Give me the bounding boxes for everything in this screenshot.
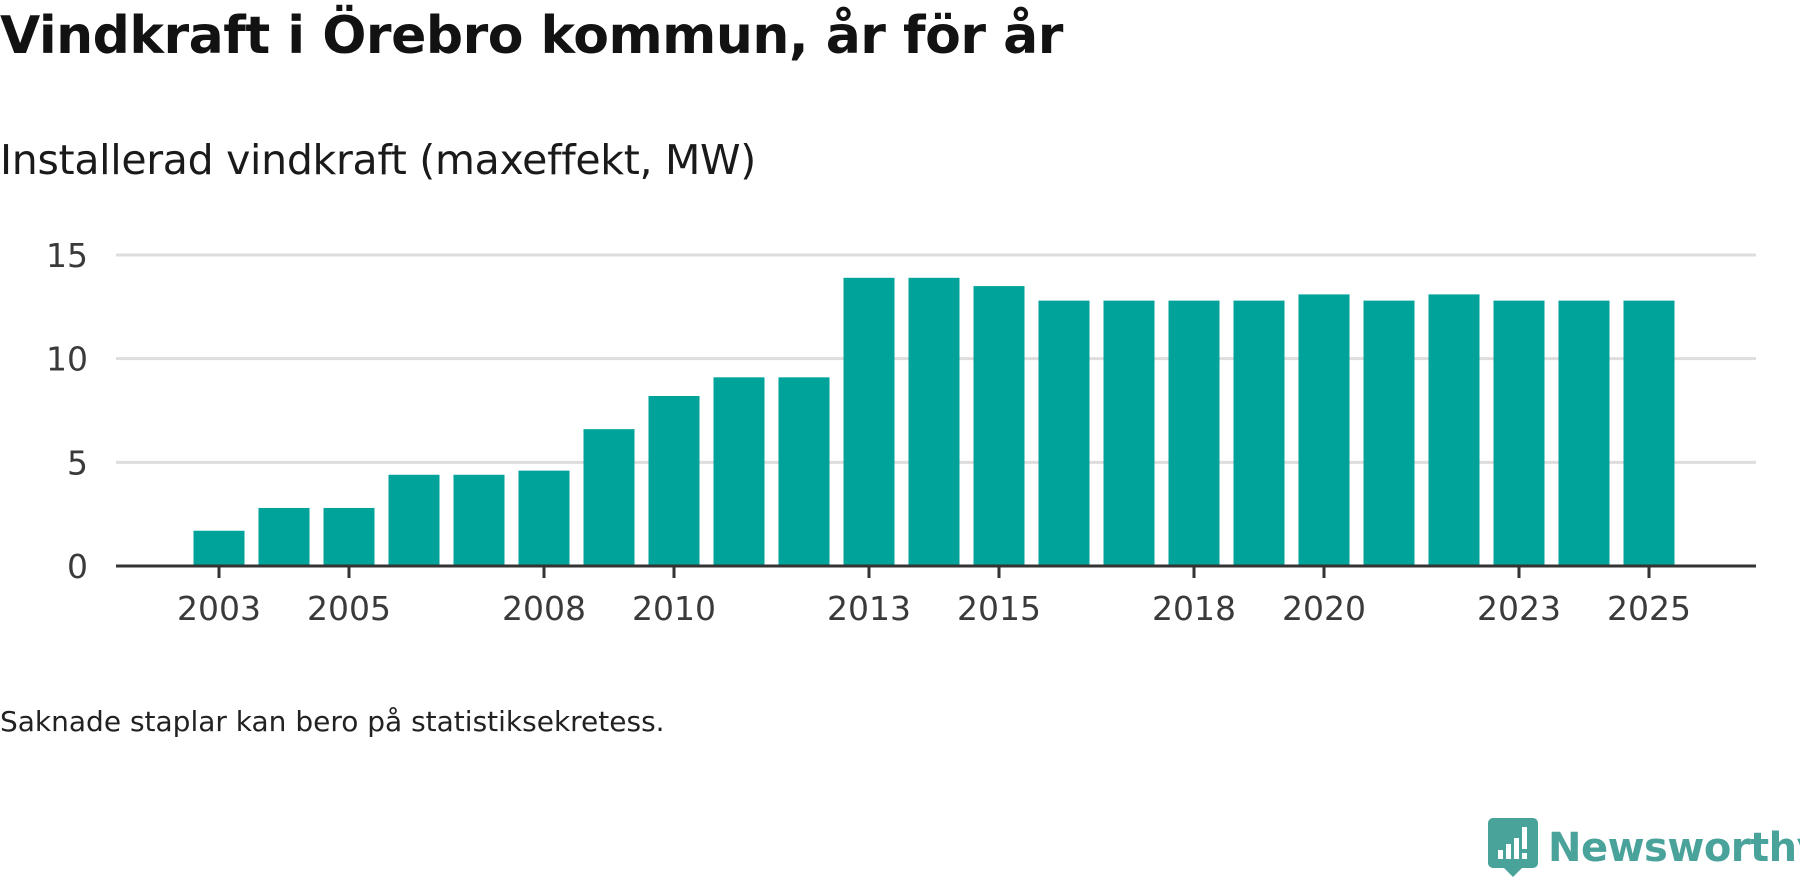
y-tick-label: 0 (67, 547, 88, 586)
x-tick-label: 2020 (1282, 589, 1366, 628)
bar-2010 (648, 395, 700, 566)
y-tick-label: 15 (46, 236, 88, 275)
chart-title: Vindkraft i Örebro kommun, år för år (0, 6, 1063, 66)
x-tick-label: 2023 (1477, 589, 1561, 628)
x-tick-label: 2015 (957, 589, 1041, 628)
y-tick-label: 5 (67, 443, 88, 482)
x-tick-label: 2013 (827, 589, 911, 628)
bar-2004 (258, 507, 310, 566)
bar-2016 (1038, 300, 1090, 566)
bar-2019 (1233, 300, 1285, 566)
newsworthy-logo-icon (1488, 818, 1538, 877)
brand-logo: Newsworthy (1488, 818, 1800, 878)
bar-2013 (843, 277, 895, 566)
bar-2008 (518, 470, 570, 566)
bar-2012 (778, 377, 830, 566)
bars (193, 277, 1675, 566)
bar-2025 (1623, 300, 1675, 566)
bar-2014 (908, 277, 960, 566)
bar-2009 (583, 429, 635, 566)
bar-2023 (1493, 300, 1545, 566)
bar-2024 (1558, 300, 1610, 566)
bar-2003 (193, 530, 245, 566)
bar-2021 (1363, 300, 1415, 566)
x-tick-label: 2008 (502, 589, 586, 628)
bar-2007 (453, 474, 505, 566)
x-tick-label: 2025 (1607, 589, 1691, 628)
bar-2020 (1298, 294, 1350, 566)
footnote: Saknade staplar kan bero på statistiksek… (0, 705, 665, 738)
bar-2015 (973, 286, 1025, 566)
bar-2017 (1103, 300, 1155, 566)
x-tick-label: 2005 (307, 589, 391, 628)
x-tick-label: 2018 (1152, 589, 1236, 628)
bar-2011 (713, 377, 765, 566)
y-tick-label: 10 (46, 340, 88, 379)
bar-2022 (1428, 294, 1480, 566)
bar-2018 (1168, 300, 1220, 566)
bar-2005 (323, 507, 375, 566)
x-tick-label: 2003 (177, 589, 261, 628)
y-axis: 0 5 10 15 (46, 236, 88, 586)
chart-subtitle: Installerad vindkraft (maxeffekt, MW) (0, 136, 756, 184)
x-axis: 2003 2005 2008 2010 2013 2015 2018 2020 2023 2025 (116, 564, 1756, 628)
x-tick-label: 2010 (632, 589, 716, 628)
brand-name: Newsworthy (1548, 825, 1800, 871)
bar-2006 (388, 474, 440, 566)
